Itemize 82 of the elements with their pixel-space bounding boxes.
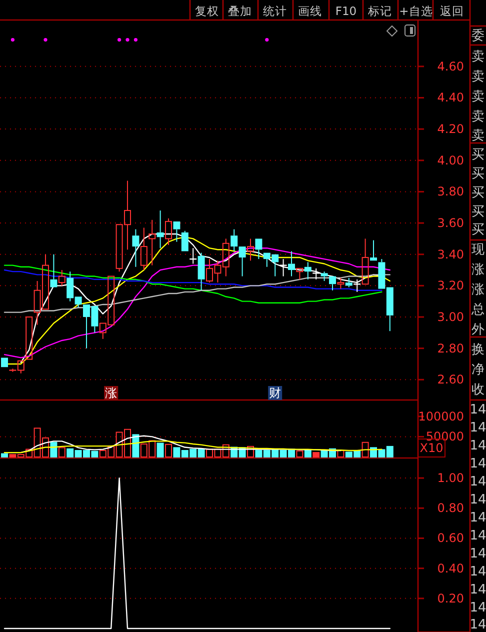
y-tick-label: 3.60 [437,216,464,230]
candlestick [156,210,164,249]
text: 涨 [472,262,484,278]
text: 卖 [472,128,484,144]
candlestick [345,277,352,288]
candlestick [198,252,205,291]
text: 外 [472,322,484,338]
text: 涨 [472,282,484,298]
candlestick [320,271,328,282]
y-tick-label: 4.00 [437,153,464,168]
y-tick-label: 0.80 [437,501,464,516]
y-tick-label: 4.20 [437,122,464,136]
text: 卖 [472,50,484,64]
text: 14 [470,420,486,436]
text: 卖 [472,110,484,124]
text: F10 [335,4,357,18]
text: 14 [470,510,486,526]
bar [304,450,312,458]
text: 卖 [472,90,484,104]
text: X10 [420,441,444,455]
text: 买 [472,166,484,182]
text: 14 [470,474,486,490]
text: 净 [472,362,484,378]
y-tick-label: 4.40 [437,90,464,105]
y-tick-label: 3.40 [437,247,464,262]
bar [362,442,369,458]
candlestick [132,228,140,268]
candlestick [304,262,312,280]
text: 14 [470,618,486,632]
y-tick-label: 3.00 [437,310,464,324]
text: 收 [472,382,484,398]
text: 买 [472,204,484,220]
bar [296,450,304,458]
bar [156,442,164,458]
text: 买 [472,186,484,200]
text: 14 [470,582,486,598]
text: 14 [470,546,486,562]
y-tick-label: 3.20 [437,278,464,293]
line-series [4,264,382,304]
bar [312,452,320,458]
text: 换 [472,342,484,358]
y-tick-label: 0.60 [437,531,464,546]
bar [58,447,66,458]
line-series [4,440,382,454]
bar [165,444,172,458]
bar [247,446,254,458]
text: 总 [470,302,484,318]
candlestick [288,250,295,277]
text: 14 [470,456,486,472]
text: 现 [472,242,484,258]
annotation: 涨 [105,386,118,400]
text: 叠加 [228,4,252,18]
bar [337,450,344,458]
y-tick-label: 0.20 [437,591,464,606]
y-tick-label: 100000 [418,409,464,424]
text: 买 [472,222,484,238]
bar [1,453,8,458]
text: 14 [470,492,486,508]
text: 委 [472,28,484,44]
y-tick-label: 3.80 [437,184,464,199]
text: 复权 [195,4,219,18]
y-tick-label: 2.80 [437,341,464,356]
text: 统计 [263,4,287,18]
y-tick-label: 4.60 [437,59,464,74]
y-tick-label: 1.00 [437,471,464,486]
text: 14 [470,600,486,616]
text: 14 [470,564,486,580]
text: 卖 [472,70,484,84]
y-tick-label: 0.40 [437,561,464,576]
candlestick [247,238,254,262]
text: 标记 [367,4,392,18]
text: 14 [470,402,486,418]
candlestick [230,228,238,252]
text: 返回 [440,4,464,18]
candlestick [148,219,156,266]
annotation: 财 [269,386,282,400]
text: +自选 [399,4,433,18]
text: 买 [472,148,484,162]
text: 画线 [298,4,322,18]
text: 14 [470,528,486,544]
text: 14 [470,438,486,454]
y-tick-label: 2.60 [437,372,464,387]
